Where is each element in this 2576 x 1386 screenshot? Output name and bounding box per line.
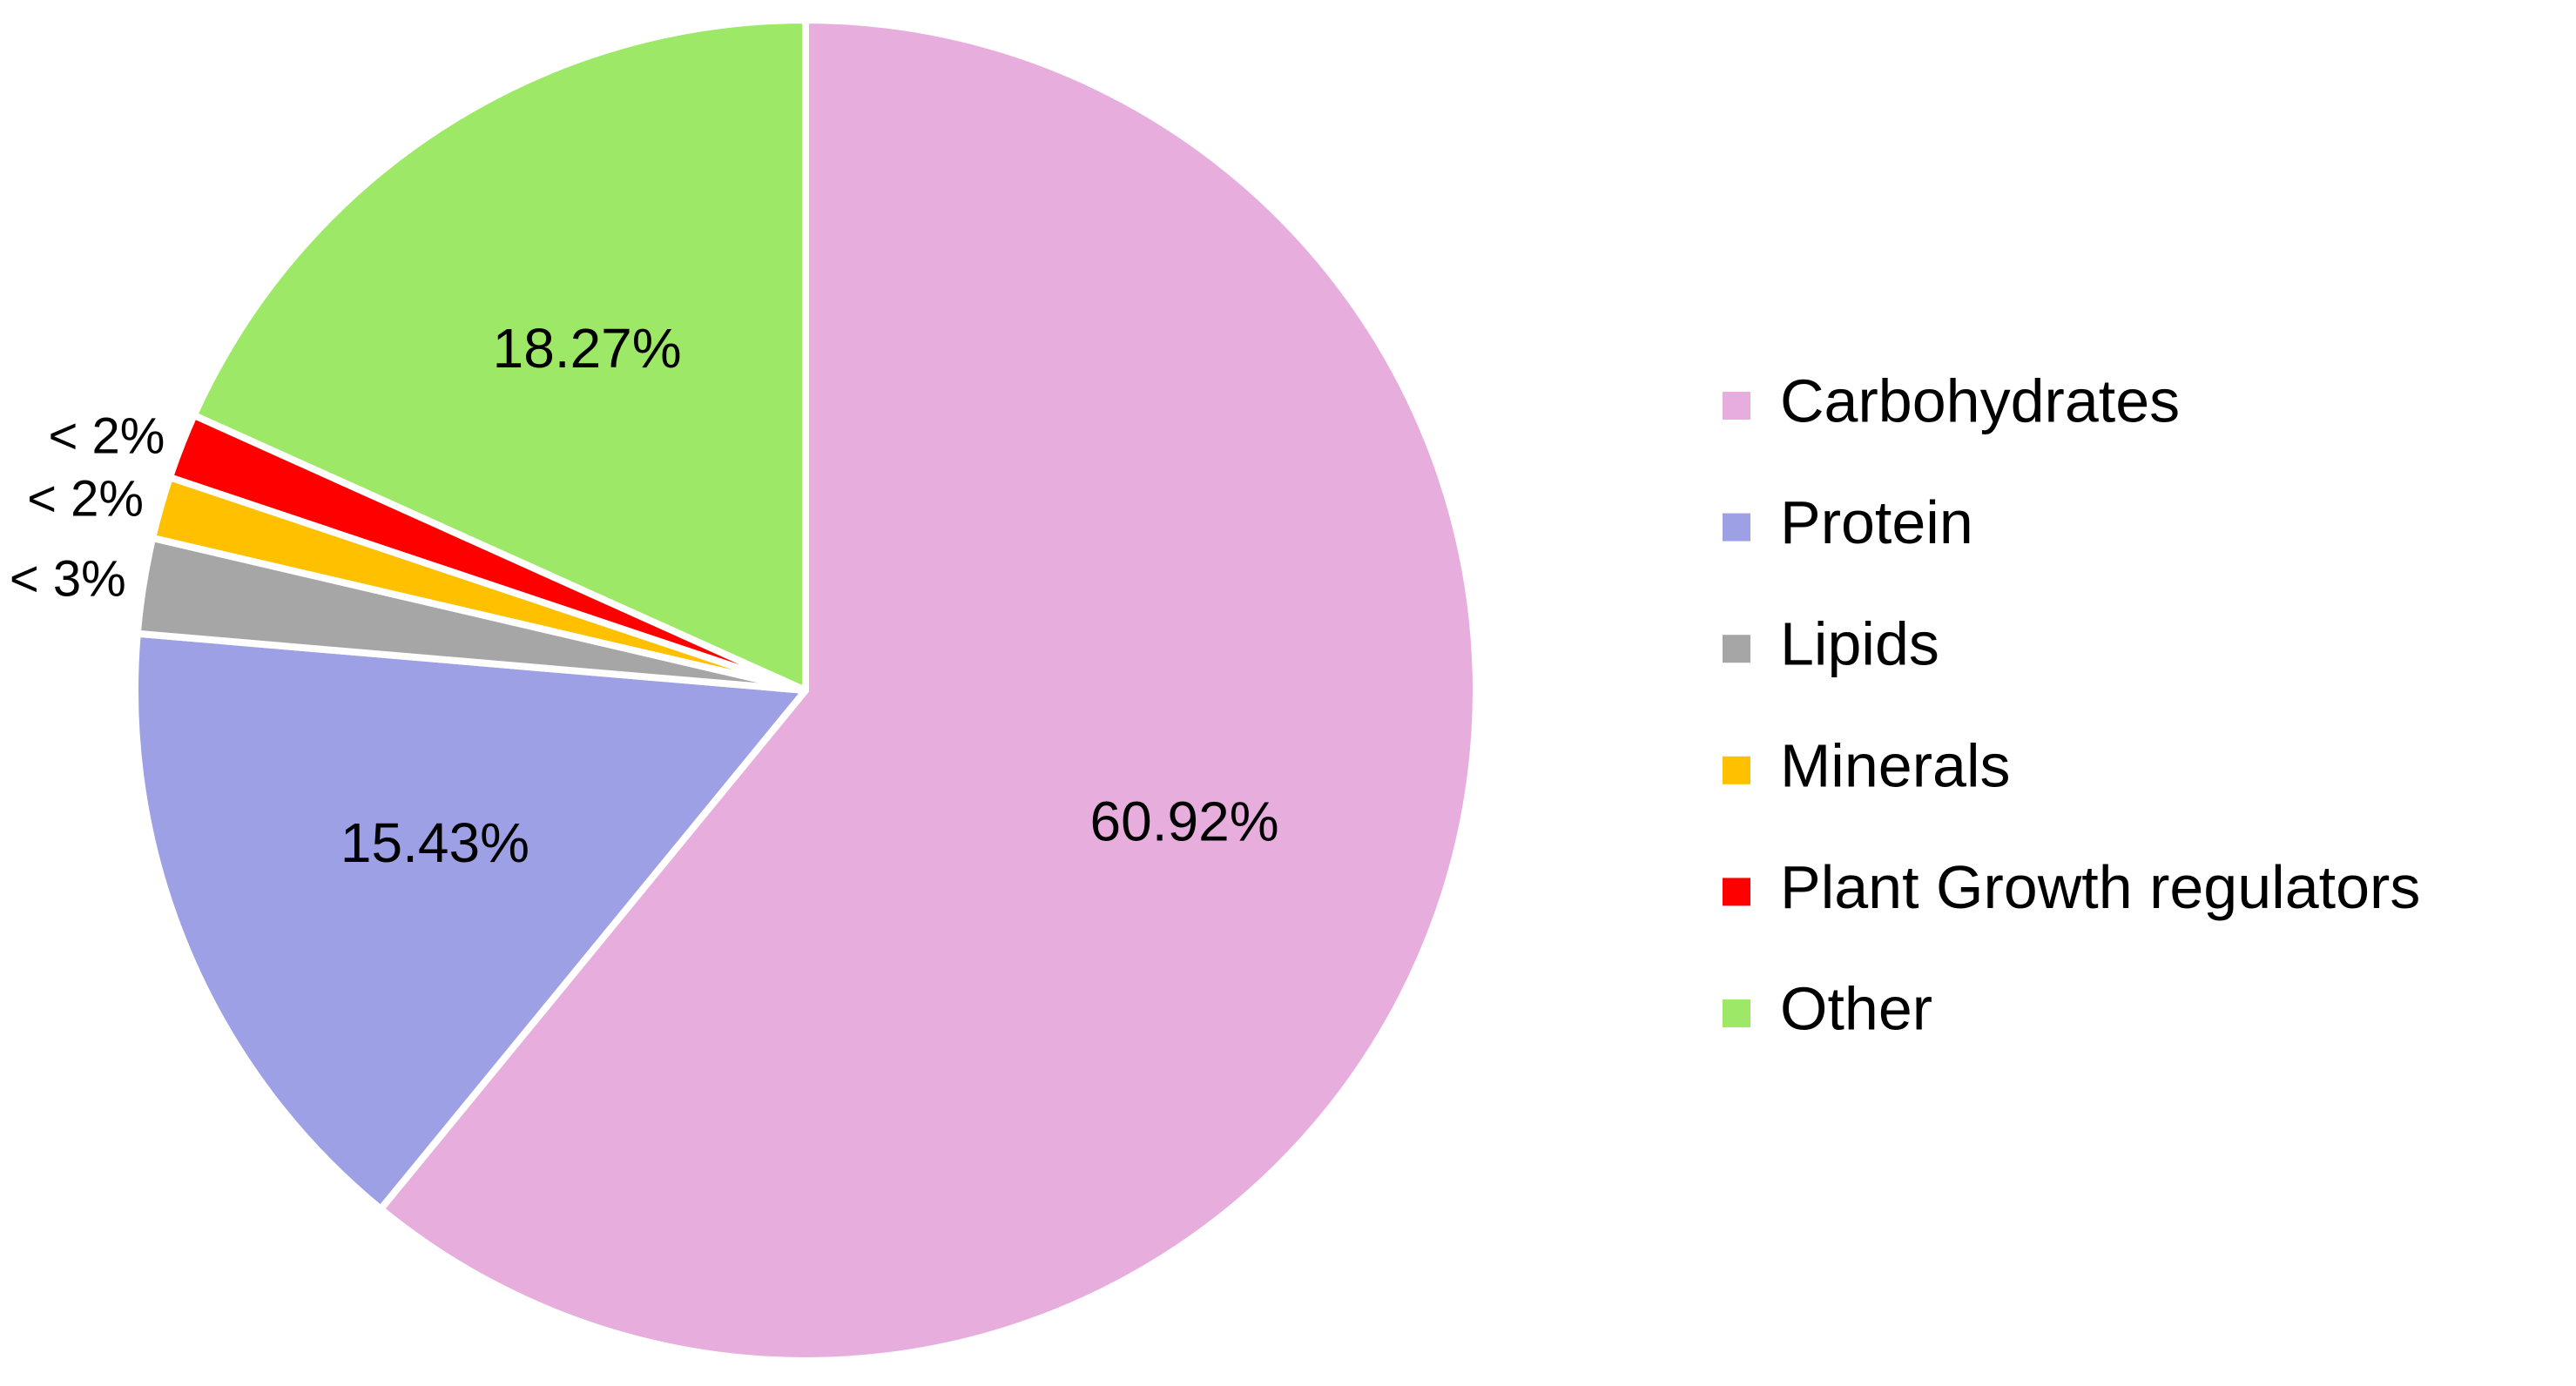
legend-swatch: [1723, 999, 1750, 1027]
legend-label: Lipids: [1780, 610, 1939, 678]
data-label: 18.27%: [493, 317, 682, 380]
legend-swatch: [1723, 878, 1750, 906]
data-label: 60.92%: [1090, 790, 1279, 852]
legend-label: Other: [1780, 974, 1932, 1042]
legend-swatch: [1723, 756, 1750, 784]
data-label: 15.43%: [341, 811, 529, 874]
pie-slice: [131, 629, 809, 1213]
data-label: < 3%: [10, 551, 126, 608]
legend-swatch: [1723, 635, 1750, 663]
pie-slice: [190, 17, 809, 694]
legend-label: Minerals: [1780, 731, 2011, 799]
data-label: < 2%: [49, 407, 165, 464]
legend-label: Protein: [1780, 488, 1973, 556]
legend-swatch: [1723, 513, 1750, 542]
legend-label: Plant Growth regulators: [1780, 853, 2420, 921]
pie-slice: [377, 17, 1480, 1364]
data-label: < 2%: [27, 471, 144, 528]
legend-swatch: [1723, 392, 1750, 420]
legend-label: Carbohydrates: [1780, 367, 2180, 434]
